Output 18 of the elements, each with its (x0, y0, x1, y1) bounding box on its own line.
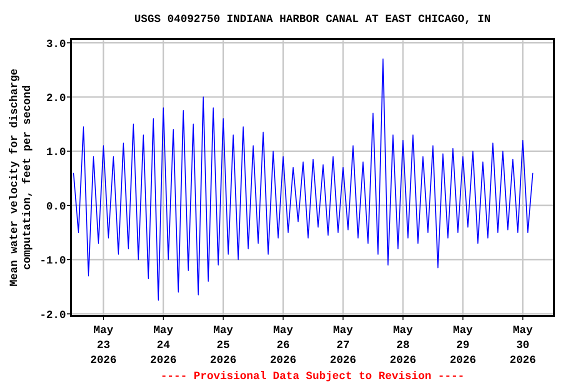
chart-title: USGS 04092750 INDIANA HARBOR CANAL AT EAST CHICAGO, IN (134, 14, 491, 26)
x-tick-label: May 26 2026 (270, 325, 296, 367)
y-tick-label: 1.0 (46, 147, 66, 160)
y-tick-label: -2.0 (40, 310, 66, 322)
x-tick-label: May 23 2026 (90, 325, 117, 367)
x-tick-label: May 28 2026 (390, 325, 416, 367)
line-series (72, 58, 534, 301)
y-axis-title: Mean water velocity for discharge computation, feet per second (8, 68, 34, 286)
y-tick-label: 3.0 (46, 38, 66, 51)
text: ---- Provisional Data Subject to Revision ---- (160, 371, 464, 383)
x-tick-label: May 29 2026 (450, 325, 476, 367)
x-tick-label: May 30 2026 (510, 325, 536, 367)
x-tick-label: May 25 2026 (210, 325, 236, 367)
y-tick-label: -1.0 (40, 256, 66, 268)
x-tick-label: May 24 2026 (150, 325, 177, 367)
y-tick-label: 2.0 (46, 93, 66, 105)
x-tick-label: May 27 2026 (330, 325, 356, 367)
y-tick-label: 0.0 (46, 201, 66, 214)
